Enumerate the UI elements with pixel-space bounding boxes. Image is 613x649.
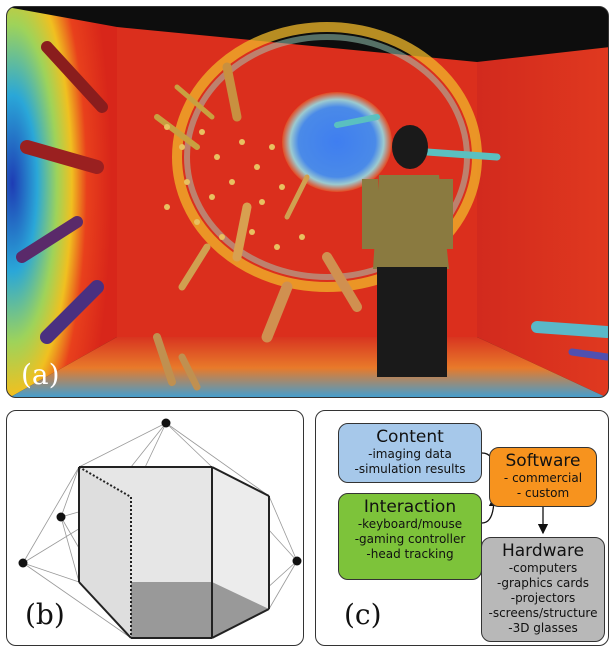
projection-diagram [18, 418, 302, 639]
projector-point-left-upper [56, 512, 66, 522]
interaction-item: -keyboard/mouse [357, 517, 463, 531]
panel-label-b: (b) [25, 598, 65, 631]
cave-photo-panel: (a) [6, 6, 609, 398]
cube-projection-panel: (b) [6, 410, 304, 646]
hardware-item: -graphics cards [497, 576, 589, 590]
software-box: Software - commercial - custom [489, 447, 597, 507]
projector-point-top [161, 418, 171, 428]
hardware-item: -3D glasses [508, 621, 578, 635]
interaction-item: -head tracking [366, 547, 454, 561]
panel-label-a: (a) [21, 358, 60, 391]
hardware-title: Hardware [501, 541, 585, 561]
software-item: - commercial [503, 471, 583, 485]
projector-point-right [292, 556, 302, 566]
person-silhouette [362, 125, 453, 377]
cave-visualization-illustration [7, 7, 608, 397]
projector-point-left-lower [18, 558, 28, 568]
system-flow-panel: Content -imaging data -simulation result… [315, 410, 609, 646]
software-item: - custom [516, 486, 570, 500]
interaction-item: -gaming controller [354, 532, 466, 546]
hardware-item: -computers [508, 561, 578, 575]
content-item: -simulation results [354, 462, 466, 476]
software-title: Software [505, 451, 581, 471]
content-title: Content [376, 427, 444, 447]
content-box: Content -imaging data -simulation result… [338, 423, 482, 483]
content-item: -imaging data [368, 447, 452, 461]
interaction-title: Interaction [363, 497, 457, 517]
panel-label-c: (c) [344, 598, 382, 631]
hardware-item: -screens/structure [488, 606, 598, 620]
hardware-item: -projectors [510, 591, 576, 605]
interaction-box: Interaction -keyboard/mouse -gaming cont… [338, 493, 482, 580]
hardware-box: Hardware -computers -graphics cards -pro… [481, 537, 605, 642]
